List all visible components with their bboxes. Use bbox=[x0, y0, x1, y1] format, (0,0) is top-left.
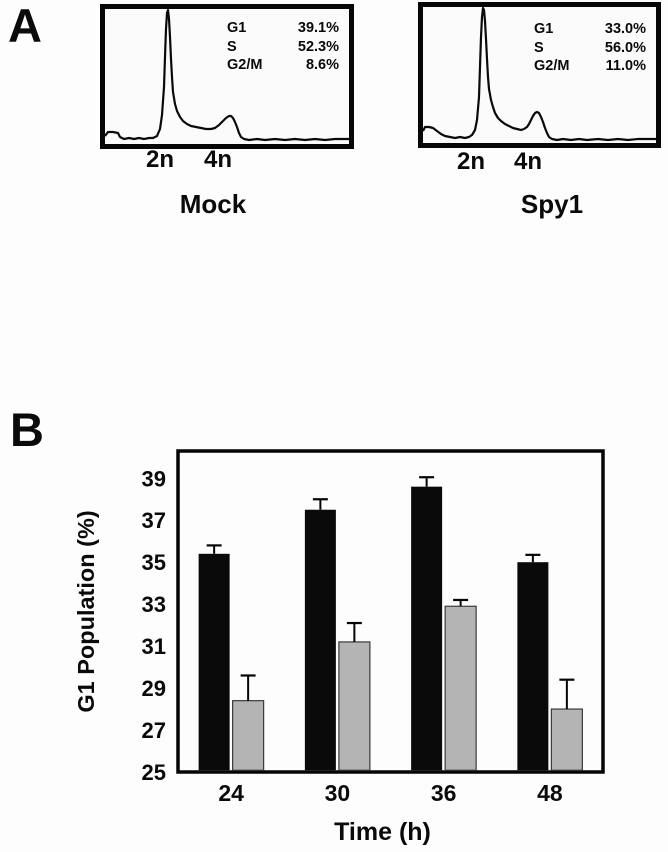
spy1-condition-title: Spy1 bbox=[520, 189, 584, 219]
panel-a-label: A bbox=[8, 0, 42, 52]
spy1-stat-value: 11.0% bbox=[605, 58, 646, 74]
mock-flow-histogram-box: G1 39.1% S 52.3% G2/M 8.6% bbox=[100, 4, 354, 149]
y-tick-label: 29 bbox=[142, 676, 166, 701]
spy1-4n-tick-label: 4n bbox=[514, 148, 543, 175]
spy1-flow-histogram-box: G1 33.0% S 56.0% G2/M 11.0% bbox=[418, 2, 661, 148]
bar-black-36h bbox=[411, 486, 443, 771]
y-tick-label: 31 bbox=[142, 634, 166, 659]
y-tick-label: 35 bbox=[142, 550, 166, 575]
mock-histogram-curve bbox=[105, 9, 349, 142]
mock-phase-stats: G1 39.1% S 52.3% G2/M 8.6% bbox=[227, 19, 339, 75]
spy1-stat-phase: S bbox=[534, 39, 544, 56]
spy1-stat-phase: G2/M bbox=[534, 58, 570, 74]
bar-gray-30h bbox=[338, 641, 371, 771]
spy1-stat-value: 33.0% bbox=[604, 21, 646, 37]
y-tick-label: 25 bbox=[142, 760, 166, 785]
y-axis-title: G1 Population (%) bbox=[73, 510, 99, 712]
bar-gray-48h bbox=[550, 708, 583, 771]
mock-stat-value: 52.3% bbox=[297, 38, 339, 55]
x-tick-label: 30 bbox=[325, 780, 351, 806]
y-tick-label: 33 bbox=[142, 592, 166, 617]
y-tick-label: 27 bbox=[142, 718, 166, 743]
mock-condition-title: Mock bbox=[179, 189, 247, 219]
panel-b-label: B bbox=[10, 403, 44, 456]
bar-gray-24h bbox=[232, 700, 265, 771]
mock-stat-value: 39.1% bbox=[297, 20, 339, 36]
mock-stat-phase: G2/M bbox=[227, 57, 263, 73]
mock-stat-phase: G1 bbox=[227, 20, 247, 36]
g1-population-bar-chart: 39 37 35 33 31 29 27 25 G1 Population (%) 24 30 36 4… bbox=[73, 449, 605, 846]
mock-stat-value: 8.6% bbox=[305, 57, 339, 73]
bar-black-24h bbox=[198, 553, 230, 771]
spy1-phase-stats: G1 33.0% S 56.0% G2/M 11.0% bbox=[534, 20, 646, 76]
bar-black-30h bbox=[304, 509, 336, 771]
x-tick-label: 24 bbox=[218, 780, 244, 806]
x-tick-label: 36 bbox=[431, 780, 457, 806]
bar-gray-36h bbox=[444, 605, 477, 771]
mock-histogram-plot bbox=[105, 9, 349, 142]
spy1-histogram-curve bbox=[423, 7, 656, 142]
spy1-2n-tick-label: 2n bbox=[457, 148, 486, 175]
mock-4n-tick-label: 4n bbox=[204, 146, 233, 173]
plot-frame bbox=[176, 449, 605, 774]
spy1-stat-value: 56.0% bbox=[604, 39, 646, 56]
y-tick-label: 39 bbox=[142, 466, 166, 491]
x-axis-title: Time (h) bbox=[334, 818, 431, 846]
y-tick-label: 37 bbox=[142, 508, 166, 533]
mock-2n-tick-label: 2n bbox=[146, 146, 175, 173]
mock-stat-phase: S bbox=[227, 38, 237, 55]
bar-black-48h bbox=[517, 562, 549, 771]
spy1-stat-phase: G1 bbox=[534, 21, 554, 37]
spy1-histogram-plot bbox=[423, 7, 656, 142]
x-tick-label: 48 bbox=[537, 780, 563, 806]
